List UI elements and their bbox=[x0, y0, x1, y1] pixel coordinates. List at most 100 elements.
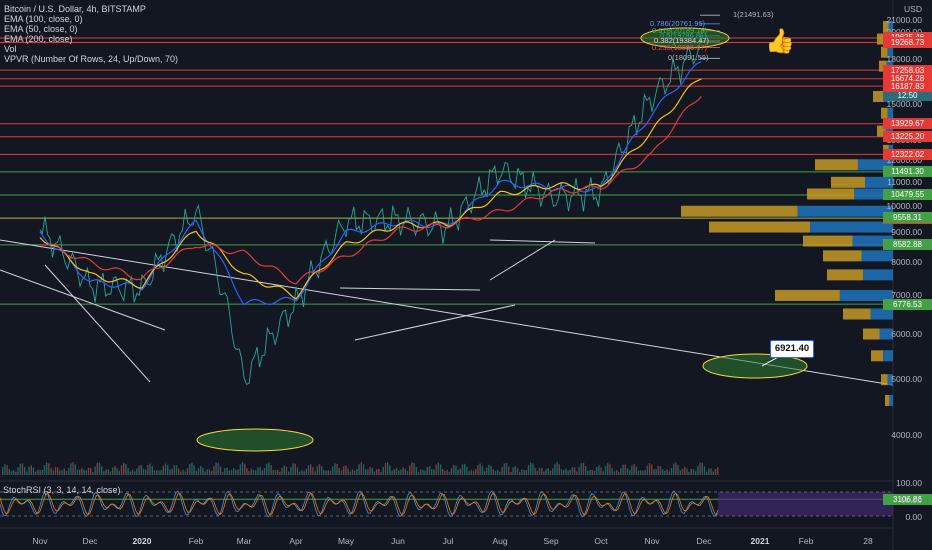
volume-bar bbox=[435, 464, 437, 475]
volume-bar bbox=[226, 467, 228, 475]
volume-bar bbox=[670, 467, 673, 475]
volume-bar bbox=[457, 469, 459, 475]
volume-bar bbox=[208, 469, 211, 475]
volume-bar bbox=[70, 463, 72, 475]
volume-bar bbox=[461, 464, 464, 475]
volume-bar bbox=[453, 464, 455, 475]
volume-bar bbox=[26, 471, 28, 475]
volume-bar bbox=[510, 471, 512, 475]
volume-bar bbox=[10, 471, 13, 475]
indicator-vol[interactable]: Vol bbox=[4, 44, 17, 54]
volume-bar bbox=[508, 466, 510, 475]
level-label: 13929.67 bbox=[883, 118, 932, 130]
vpvr-bar-up bbox=[839, 289, 893, 301]
volume-bar bbox=[475, 469, 477, 475]
vpvr-bar-up bbox=[852, 235, 893, 247]
volume-bar bbox=[558, 464, 560, 475]
volume-bar bbox=[684, 466, 686, 475]
volume-bar bbox=[296, 467, 299, 475]
volume-bar bbox=[576, 471, 578, 475]
volume-bar bbox=[428, 466, 431, 475]
volume-bar bbox=[76, 469, 79, 475]
volume-bar bbox=[499, 471, 501, 475]
level-label: 9558.31 bbox=[883, 212, 932, 224]
volume-bar bbox=[94, 466, 96, 475]
x-tick-label: Aug bbox=[492, 536, 508, 546]
volume-bar bbox=[314, 471, 316, 475]
volume-bar bbox=[158, 470, 160, 475]
volume-bar bbox=[244, 463, 246, 475]
fib-label: 0.618(20189.15) bbox=[652, 25, 708, 35]
vpvr-bar-down bbox=[775, 289, 840, 301]
volume-bar bbox=[629, 470, 631, 475]
stochrsi-label[interactable]: StochRSI (3, 3, 14, 14, close) bbox=[3, 485, 121, 495]
volume-bar bbox=[241, 462, 244, 475]
level-label: 19268.73 bbox=[883, 37, 932, 49]
vpvr-bar-down bbox=[877, 33, 886, 45]
volume-bar bbox=[250, 468, 252, 475]
volume-bar bbox=[270, 465, 272, 475]
volume-bar bbox=[422, 469, 424, 475]
volume-bar bbox=[257, 467, 259, 475]
volume-bar bbox=[43, 465, 46, 475]
volume-bar bbox=[184, 471, 186, 475]
volume-bar bbox=[195, 470, 197, 475]
volume-bar bbox=[54, 467, 57, 475]
indicator-vpvr[interactable]: VPVR (Number Of Rows, 24, Up/Down, 70) bbox=[4, 54, 179, 64]
volume-bar bbox=[659, 465, 662, 475]
indicator-ema200[interactable]: EMA (200, close) bbox=[4, 34, 73, 44]
volume-bar bbox=[657, 465, 659, 475]
volume-bar bbox=[186, 468, 189, 475]
volume-bar bbox=[261, 470, 263, 475]
volume-bar bbox=[593, 470, 596, 475]
vpvr-bar-down bbox=[843, 308, 871, 320]
volume-bar bbox=[197, 468, 200, 475]
volume-bar bbox=[644, 470, 646, 475]
y-tick-label: 7000.00 bbox=[891, 289, 922, 300]
volume-bar bbox=[505, 462, 508, 475]
volume-bar bbox=[512, 467, 514, 475]
volume-bar bbox=[578, 466, 580, 475]
volume-bar bbox=[666, 469, 668, 475]
volume-bar bbox=[477, 465, 479, 475]
volume-bar bbox=[521, 469, 523, 475]
level-label: 8582.88 bbox=[883, 239, 932, 251]
volume-bar bbox=[455, 465, 457, 475]
volume-bar bbox=[79, 469, 81, 475]
volume-bar bbox=[470, 470, 472, 475]
volume-bar bbox=[114, 466, 116, 475]
volume-bar bbox=[274, 470, 277, 475]
volume-bar bbox=[340, 470, 343, 475]
volume-bar bbox=[72, 462, 74, 475]
y-tick-label: 5000.00 bbox=[891, 374, 922, 385]
volume-bar bbox=[321, 465, 323, 475]
volume-bar bbox=[622, 464, 624, 475]
volume-bar bbox=[281, 467, 283, 475]
volume-bar bbox=[598, 465, 600, 475]
volume-bar bbox=[697, 466, 699, 475]
trendline bbox=[354, 304, 516, 341]
vpvr-bar-up bbox=[854, 188, 893, 200]
volume-bar bbox=[536, 470, 538, 475]
volume-bar bbox=[530, 462, 532, 475]
volume-bar bbox=[717, 467, 719, 475]
volume-bar bbox=[83, 469, 85, 475]
x-tick-label: Feb bbox=[188, 536, 204, 546]
volume-bar bbox=[607, 463, 609, 475]
volume-bar bbox=[90, 468, 92, 475]
x-tick-label: Jun bbox=[391, 536, 405, 546]
indicator-ema50[interactable]: EMA (50, close, 0) bbox=[4, 24, 78, 34]
indicator-ema100[interactable]: EMA (100, close, 0) bbox=[4, 14, 83, 24]
volume-bar bbox=[490, 465, 492, 475]
volume-bar bbox=[439, 464, 442, 475]
volume-bar bbox=[567, 470, 569, 475]
volume-bar bbox=[360, 462, 362, 475]
volume-bar bbox=[153, 470, 156, 475]
volume-bar bbox=[450, 467, 453, 475]
volume-bar bbox=[107, 469, 109, 475]
volume-bar bbox=[193, 465, 195, 475]
y-tick-label: 20000.00 bbox=[887, 27, 922, 37]
volume-bar bbox=[554, 463, 556, 475]
volume-bar bbox=[336, 463, 338, 475]
